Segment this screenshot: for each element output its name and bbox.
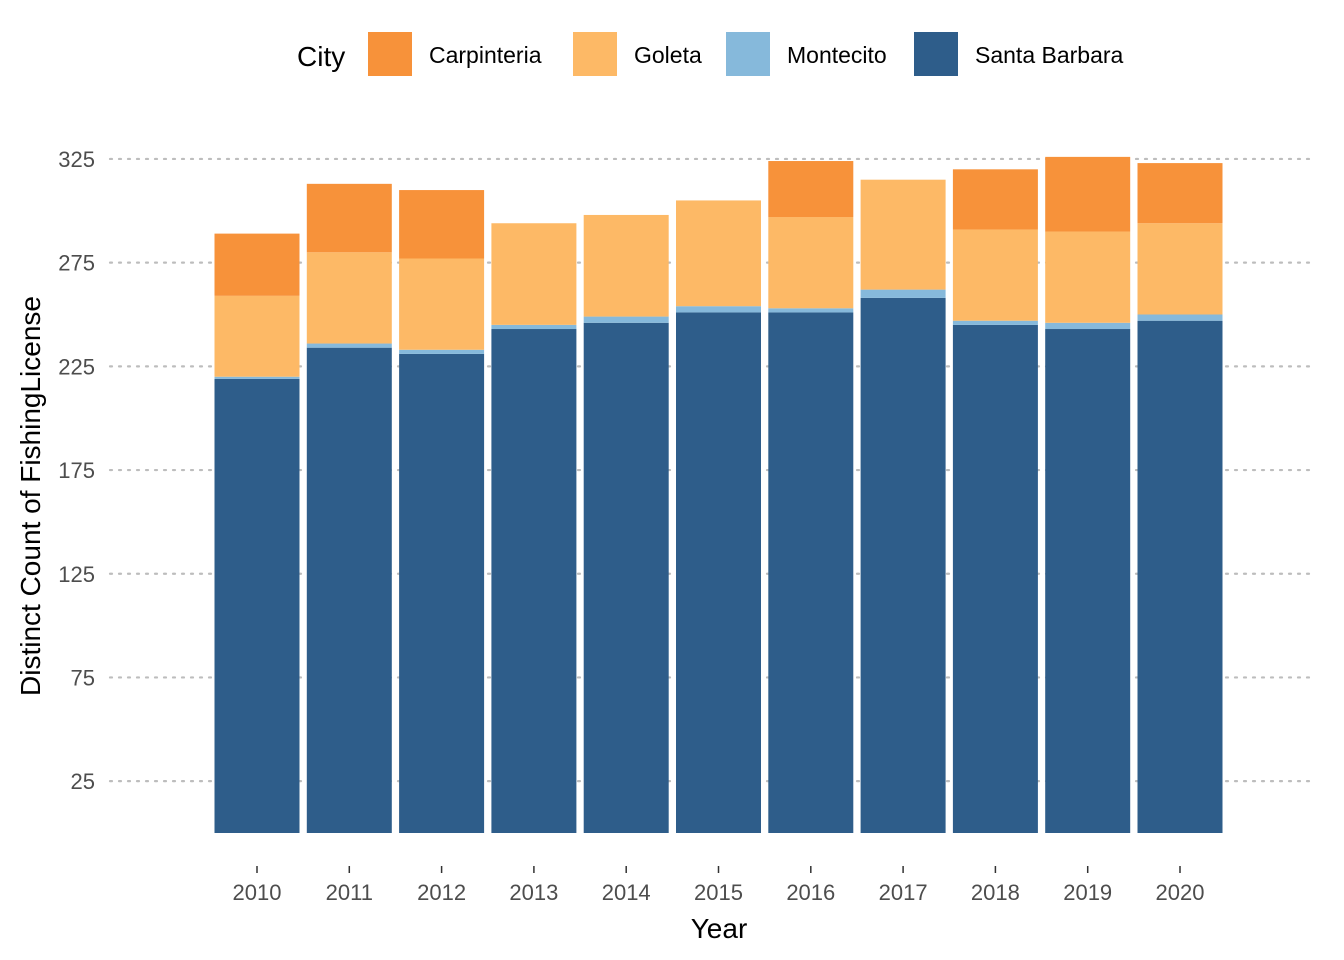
- bar-segment: [952, 229, 1038, 321]
- bar-segment: [860, 289, 946, 298]
- y-tick-label: 275: [58, 251, 95, 276]
- legend-label: Montecito: [787, 42, 887, 68]
- x-tick-label: 2015: [694, 880, 743, 905]
- y-tick-label: 25: [71, 769, 95, 794]
- bar-segment: [676, 200, 761, 307]
- bar-segment: [491, 324, 577, 330]
- bar-segment: [583, 322, 669, 833]
- bar-segment: [399, 349, 485, 354]
- x-tick-label: 2011: [326, 880, 373, 905]
- bar-segment: [399, 353, 485, 833]
- x-tick-label: 2013: [509, 880, 558, 905]
- legend-label: Santa Barbara: [975, 42, 1124, 68]
- bars: [214, 156, 1223, 834]
- legend-key: [914, 32, 958, 76]
- bar-segment: [1045, 156, 1131, 232]
- legend-label: Goleta: [634, 42, 702, 68]
- bar-segment: [306, 183, 392, 253]
- bar-segment: [860, 297, 946, 834]
- bar-segment: [1137, 163, 1223, 224]
- y-tick-label: 75: [71, 665, 95, 690]
- bar-segment: [1045, 322, 1131, 330]
- legend: City Carpinteria Goleta Montecito Santa Bar…: [297, 32, 1124, 76]
- bar-segment: [768, 308, 854, 313]
- bar-segment: [399, 258, 485, 350]
- bar-segment: [676, 312, 761, 833]
- bar-segment: [952, 320, 1038, 325]
- bar-segment: [952, 324, 1038, 833]
- y-tick-label: 325: [58, 147, 95, 172]
- bar-segment: [768, 312, 854, 833]
- bar-segment: [583, 316, 669, 323]
- bar-segment: [860, 179, 946, 290]
- bar-segment: [1137, 223, 1223, 315]
- bar-segment: [1045, 231, 1131, 323]
- x-tick-label: 2018: [971, 880, 1020, 905]
- bar-segment: [952, 169, 1038, 230]
- x-tick-label: 2010: [233, 880, 282, 905]
- bar-segment: [214, 295, 300, 377]
- x-axis-title: Year: [691, 913, 748, 944]
- bar-segment: [768, 161, 854, 218]
- bar-segment: [768, 217, 854, 309]
- y-axis: 25 75 125 175 225 275 325: [58, 147, 95, 794]
- x-tick-label: 2012: [417, 880, 466, 905]
- x-tick-label: 2017: [879, 880, 928, 905]
- bar-segment: [676, 306, 761, 313]
- y-tick-label: 125: [58, 562, 95, 587]
- legend-key: [573, 32, 617, 76]
- bar-segment: [1137, 314, 1223, 321]
- bar-segment: [306, 252, 392, 344]
- bar-segment: [491, 223, 577, 325]
- x-tick-label: 2019: [1063, 880, 1112, 905]
- legend-title: City: [297, 41, 345, 72]
- y-tick-label: 225: [58, 354, 95, 379]
- bar-segment: [306, 347, 392, 833]
- x-tick-label: 2020: [1156, 880, 1205, 905]
- bar-segment: [399, 190, 485, 259]
- bar-segment: [214, 378, 300, 833]
- bar-segment: [583, 214, 669, 317]
- bar-segment: [1045, 329, 1131, 833]
- x-tick-label: 2016: [786, 880, 835, 905]
- bar-segment: [214, 233, 300, 296]
- bar-segment: [1137, 320, 1223, 833]
- legend-label: Carpinteria: [429, 42, 542, 68]
- bar-segment: [491, 329, 577, 833]
- legend-key: [726, 32, 770, 76]
- y-axis-title: Distinct Count of FishingLicense: [15, 296, 46, 696]
- x-axis: 2010 2011 2012 2013 2014 2015 2016 2017 2018 2019…: [233, 866, 1205, 905]
- y-tick-label: 175: [58, 458, 95, 483]
- x-tick-label: 2014: [602, 880, 651, 905]
- legend-key: [368, 32, 412, 76]
- bar-segment: [306, 343, 392, 348]
- bar-segment: [214, 376, 300, 379]
